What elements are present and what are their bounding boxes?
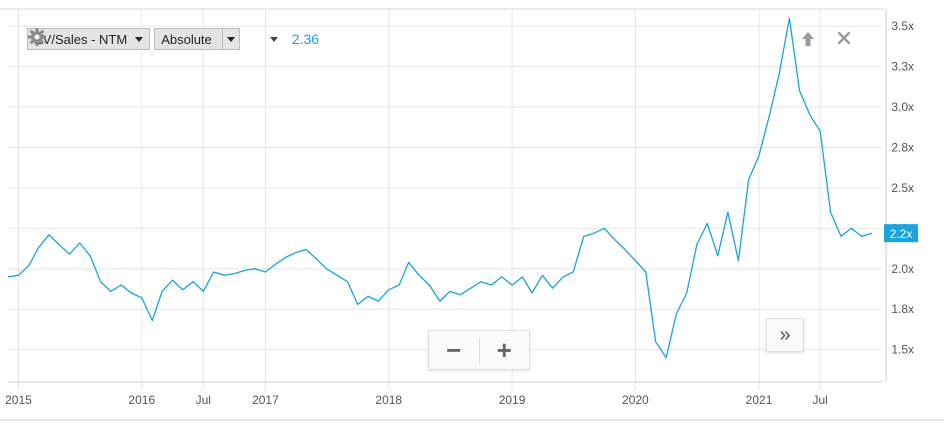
x-tick-label: 2016 [128, 393, 155, 407]
y-tick-label: 3.0x [891, 100, 914, 114]
chart-toolbar: EV/Sales - NTM Absolute 2.36 [27, 27, 319, 51]
current-value: 2.36 [291, 31, 320, 47]
mode-dropdown-label: Absolute [161, 31, 212, 47]
zoom-in-button[interactable]: + [480, 331, 530, 369]
y-tick-label: 2.5x [891, 181, 914, 195]
scroll-right-button[interactable]: » [766, 318, 804, 352]
x-tick-label: Jul [196, 393, 211, 407]
zoom-divider [478, 337, 480, 363]
x-tick-label: 2015 [5, 393, 32, 407]
x-tick-label: 2019 [499, 393, 526, 407]
plus-icon: + [496, 334, 512, 365]
mode-dropdown[interactable]: Absolute [154, 28, 240, 50]
metric-dropdown[interactable]: EV/Sales - NTM [27, 28, 151, 50]
x-tick-label: Jul [813, 393, 828, 407]
y-tick-label: 2.0x [891, 262, 914, 276]
chevron-down-icon [226, 36, 235, 42]
y-tick-label: 3.3x [891, 60, 914, 74]
y-tick-label: 2.8x [891, 140, 914, 154]
series-line [7, 17, 873, 359]
chevron-down-icon [135, 36, 144, 42]
gear-icon[interactable] [28, 28, 268, 50]
chevron-down-icon[interactable] [269, 36, 278, 42]
minus-icon: − [446, 334, 462, 365]
x-tick-label: 2021 [746, 393, 773, 407]
mode-dropdown-toggle[interactable] [221, 29, 239, 49]
x-tick-label: 2018 [375, 393, 402, 407]
y-tick-label: 3.5x [891, 19, 914, 33]
y-tick-label: 1.5x [891, 343, 914, 357]
zoom-controls: − + [428, 330, 530, 370]
metric-dropdown-label: EV/Sales - NTM [34, 31, 128, 47]
zoom-out-button[interactable]: − [429, 331, 479, 369]
x-tick-label: 2017 [252, 393, 279, 407]
x-tick-label: 2020 [622, 393, 649, 407]
double-chevron-right-icon: » [779, 323, 791, 346]
y-tick-label: 1.8x [891, 302, 914, 316]
last-value-label: 2.2x [890, 227, 913, 241]
last-value-badge [884, 224, 918, 243]
